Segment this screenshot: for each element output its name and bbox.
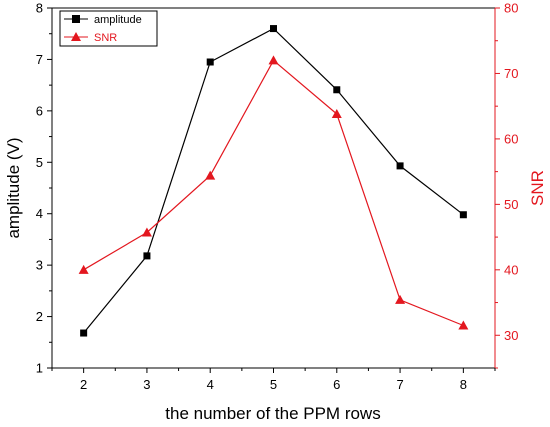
y-left-tick-label: 8 — [36, 1, 43, 16]
amplitude-point — [270, 25, 277, 33]
y-left-tick-label: 5 — [36, 155, 43, 170]
amplitude-point — [396, 162, 404, 170]
y-axis-left-label: amplitude (V) — [4, 137, 23, 238]
snr-point — [141, 227, 152, 237]
right-axis: 30 40 50 60 70 80 — [495, 1, 518, 369]
x-tick-label: 8 — [460, 377, 467, 392]
snr-point — [395, 294, 406, 304]
y-left-tick-label: 3 — [36, 258, 43, 273]
y-right-tick-label: 80 — [504, 1, 518, 16]
y-right-tick-label: 30 — [504, 328, 518, 343]
snr-point — [458, 320, 469, 330]
y-left-tick-label: 1 — [36, 361, 43, 376]
y-left-tick-label: 7 — [36, 52, 43, 67]
snr-point — [268, 55, 279, 65]
y-right-tick-label: 70 — [504, 66, 518, 81]
legend-snr-label: SNR — [94, 32, 117, 44]
legend-snr-marker — [71, 32, 81, 41]
legend: amplitude SNR — [59, 10, 158, 47]
amplitude-point — [80, 329, 88, 337]
amplitude-point — [459, 211, 467, 219]
amplitude-point — [333, 86, 341, 94]
y-left-tick-label: 4 — [36, 206, 43, 221]
x-tick-label: 2 — [80, 377, 87, 392]
legend-amplitude-label: amplitude — [94, 14, 142, 26]
x-tick-label: 3 — [143, 377, 150, 392]
y-left-tick-label: 2 — [36, 309, 43, 324]
y-axis-right-label: SNR — [528, 170, 547, 206]
legend-amplitude-marker — [72, 15, 80, 23]
left-axis: 1 2 3 4 5 6 7 8 — [36, 1, 52, 376]
y-right-tick-label: 50 — [504, 197, 518, 212]
bottom-axis: 2 3 4 5 6 7 8 — [51, 368, 496, 392]
amplitude-series-line — [83, 27, 464, 334]
x-tick-label: 7 — [396, 377, 403, 392]
y-right-tick-label: 60 — [504, 131, 518, 146]
snr-point — [78, 264, 89, 274]
series-layer — [78, 25, 469, 337]
snr-point — [205, 170, 216, 180]
snr-series-line — [83, 59, 464, 327]
amplitude-point — [206, 58, 214, 66]
x-axis-label: the number of the PPM rows — [165, 404, 380, 423]
amplitude-point — [143, 252, 151, 260]
x-tick-label: 4 — [207, 377, 214, 392]
snr-point — [331, 109, 342, 119]
y-left-tick-label: 6 — [36, 103, 43, 118]
x-tick-label: 6 — [333, 377, 340, 392]
x-tick-label: 5 — [270, 377, 277, 392]
y-right-tick-label: 40 — [504, 262, 518, 277]
